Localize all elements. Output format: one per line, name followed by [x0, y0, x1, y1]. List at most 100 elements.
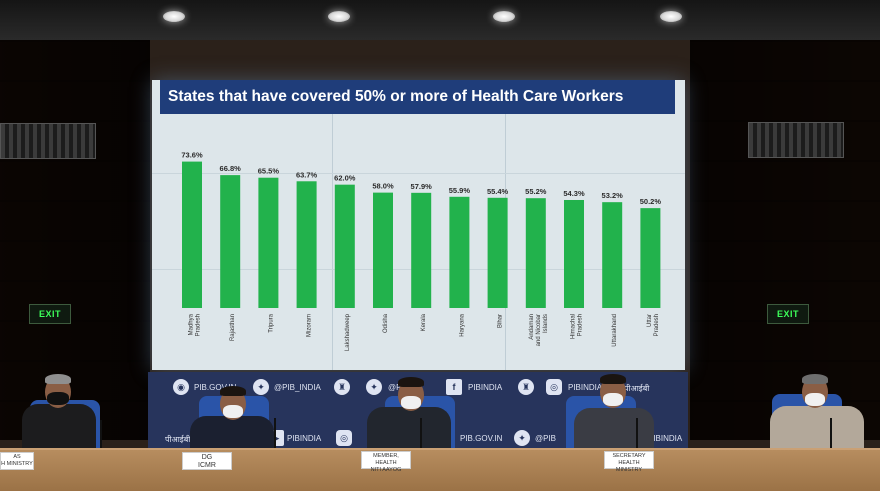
nameplate-line: HEALTH MINISTRY	[615, 460, 643, 473]
panelist-hair	[802, 374, 828, 384]
panelist-body	[190, 416, 274, 452]
panelist	[20, 374, 100, 450]
category-label-2: Tripura	[268, 313, 274, 332]
facebook-icon: f	[446, 379, 462, 395]
category-label-line: Odisha	[383, 313, 389, 333]
category-label-line: Tripura	[268, 313, 274, 332]
category-label-line: Lakshadweep	[345, 313, 351, 351]
panelist	[572, 374, 658, 452]
category-label-1: Rajasthan	[230, 314, 236, 341]
twitter-icon: ✦	[366, 379, 382, 395]
panelist-body	[770, 406, 864, 452]
bar-8	[487, 197, 508, 308]
category-label-5: Odisha	[383, 313, 389, 333]
category-label-line: Madhya	[189, 313, 195, 335]
bar-2	[258, 177, 279, 308]
nameplate-line: NITI AAYOG	[370, 467, 402, 473]
ceiling-light	[660, 11, 682, 22]
nameplate: MEMBER, HEALTH NITI AAYOG	[361, 451, 411, 473]
category-label-line: Uttar	[647, 314, 653, 327]
backdrop-text: PIBINDIA	[468, 383, 503, 392]
data-label-2: 65.5%	[258, 167, 280, 176]
bar-7	[449, 196, 470, 308]
category-label-10: Himachal Pradesh	[571, 314, 584, 339]
data-label-4: 62.0%	[334, 174, 356, 183]
backdrop-text: PIBINDIA	[287, 434, 322, 443]
wall-vent	[748, 122, 844, 158]
category-label-line: Mizoram	[307, 314, 313, 337]
panelist-hair	[45, 374, 71, 384]
bar-3	[296, 181, 317, 308]
face-mask	[805, 393, 825, 406]
backdrop-text: पीआईबी	[165, 435, 191, 444]
category-label-line: Pradesh	[654, 314, 660, 336]
category-label-line: Bihar	[498, 314, 504, 328]
category-label-3: Mizoram	[307, 314, 313, 337]
instagram-icon: ◎	[546, 379, 562, 395]
data-label-12: 50.2%	[640, 197, 662, 206]
screen-panel-seam	[332, 114, 333, 370]
podium-table	[0, 448, 880, 491]
nameplate: DG ICMR	[182, 452, 232, 470]
twitter-icon: ✦	[253, 379, 269, 395]
backdrop-text: @PIB	[535, 434, 557, 443]
bar-1	[220, 175, 241, 308]
category-label-line: Uttarakhand	[612, 314, 618, 347]
category-label-line: Andaman	[529, 314, 535, 340]
category-label-8: Bihar	[498, 314, 504, 328]
nameplate: SECRETARY HEALTH MINISTRY	[604, 451, 654, 473]
category-label-line: Pradesh	[196, 314, 202, 336]
category-label-0: Madhya Pradesh	[189, 313, 202, 336]
category-label-line: Rajasthan	[230, 314, 236, 341]
data-label-6: 57.9%	[411, 182, 433, 191]
emblem-icon: ♜	[518, 379, 534, 395]
nameplate-line: ICMR	[198, 462, 216, 469]
face-mask	[603, 393, 623, 406]
nameplate-line: H MINISTRY	[1, 461, 33, 467]
bar-5	[373, 192, 393, 308]
nameplate-line: SECRETARY	[612, 453, 646, 459]
microphone	[100, 420, 102, 450]
microphone	[274, 418, 276, 450]
backdrop-text: PIB.GOV.IN	[194, 383, 237, 392]
nameplate-line: MEMBER, HEALTH	[373, 453, 399, 466]
panelist	[188, 386, 278, 452]
exit-sign: EXIT	[29, 304, 71, 324]
backdrop-text: PIBINDIA	[568, 383, 603, 392]
panelist	[768, 374, 866, 452]
category-label-line: Himachal	[571, 314, 577, 339]
emblem-icon: ♜	[334, 379, 350, 395]
category-label-line: Kerala	[421, 313, 427, 331]
category-label-line: and Nicobar	[536, 314, 542, 346]
nameplate-line: AS	[13, 454, 21, 460]
wall-left	[0, 40, 150, 440]
ceiling-light	[328, 11, 350, 22]
panelist-body	[574, 408, 654, 452]
category-label-11: Uttarakhand	[612, 314, 618, 347]
exit-sign: EXIT	[767, 304, 809, 324]
data-label-3: 63.7%	[296, 170, 318, 179]
ceiling	[0, 0, 880, 40]
category-label-7: Haryana	[459, 313, 465, 336]
category-label-6: Kerala	[421, 313, 427, 331]
data-label-5: 58.0%	[372, 182, 394, 191]
data-label-10: 54.3%	[563, 189, 585, 198]
backdrop-text: PIBINDIA	[648, 434, 683, 443]
panelist-body	[22, 404, 96, 450]
bar-9	[525, 198, 546, 308]
twitter-icon: ✦	[514, 430, 530, 446]
panelist-hair	[220, 386, 246, 396]
chart-title: States that have covered 50% or more of …	[160, 80, 675, 114]
screen-panel-seam	[152, 173, 685, 174]
category-label-9: Andaman and Nicobar Islands	[529, 314, 549, 346]
nameplate-line: DG	[201, 454, 213, 461]
microphone	[420, 418, 422, 450]
panelist	[365, 377, 455, 452]
nameplate: AS H MINISTRY	[0, 452, 34, 470]
instagram-icon: ◎	[336, 430, 352, 446]
microphone	[830, 418, 832, 450]
data-label-7: 55.9%	[449, 186, 471, 195]
face-mask	[47, 392, 69, 405]
panelist-body	[367, 407, 451, 452]
data-label-9: 55.2%	[525, 187, 547, 196]
